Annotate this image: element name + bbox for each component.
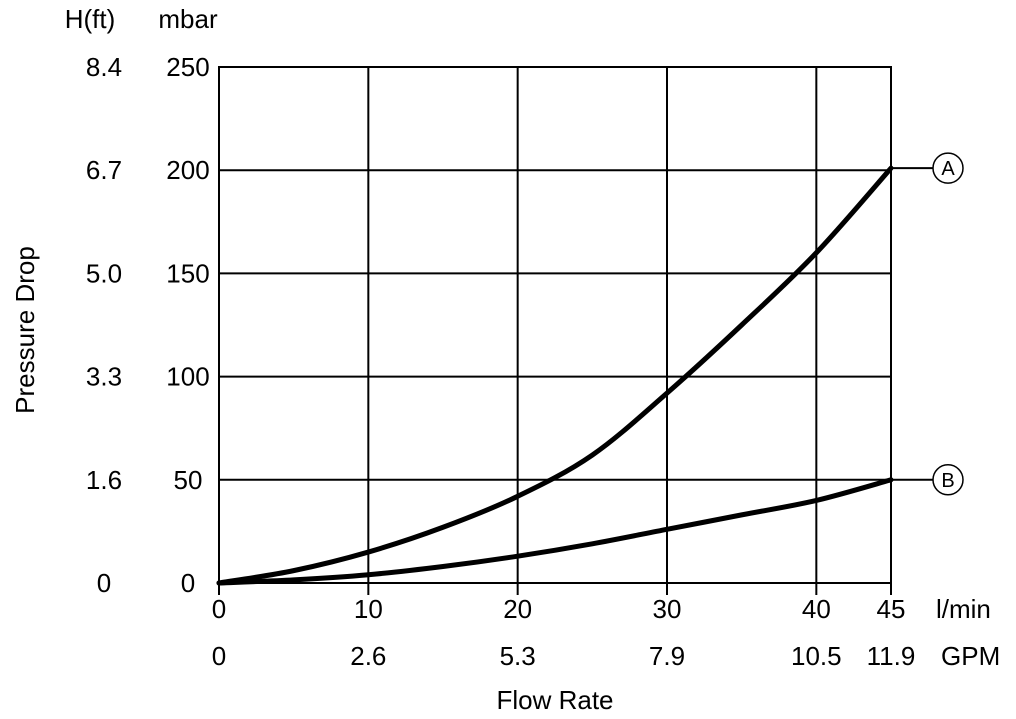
grid <box>218 66 892 595</box>
series-marker-circle-b <box>932 464 964 496</box>
y-secondary-tick-label: 0 <box>97 568 111 598</box>
y-axis-title: Pressure Drop <box>10 246 40 414</box>
series-line-b <box>216 477 894 586</box>
y-unit-secondary: H(ft) <box>65 4 116 34</box>
x-tick-label: 40 <box>802 594 831 624</box>
x-secondary-tick-label: 5.3 <box>500 641 536 671</box>
y-tick-label: 100 <box>166 362 209 392</box>
x-axis-title: Flow Rate <box>496 685 613 715</box>
x-tick-label: 20 <box>503 594 532 624</box>
x-tick-label: 45 <box>877 594 906 624</box>
y-tick-label: 50 <box>174 465 203 495</box>
x-secondary-tick-label: 11.9 <box>867 641 916 671</box>
y-tick-label: 0 <box>181 568 195 598</box>
series-lines: AB <box>216 152 964 586</box>
x-secondary-tick-label: 10.5 <box>791 641 842 671</box>
x-secondary-tick-label: 0 <box>212 641 226 671</box>
y-tick-label: 150 <box>166 258 209 288</box>
x-secondary-tick-label: 7.9 <box>649 641 685 671</box>
y-secondary-tick-label: 1.6 <box>86 465 122 495</box>
y-secondary-tick-label: 3.3 <box>86 362 122 392</box>
x-tick-label: 0 <box>212 594 226 624</box>
y-secondary-tick-label: 5.0 <box>86 258 122 288</box>
y-tick-label: 250 <box>166 52 209 82</box>
y-secondary-tick-label: 6.7 <box>86 155 122 185</box>
x-unit-secondary: GPM <box>941 641 1000 671</box>
plot-frame <box>218 66 892 584</box>
x-unit-primary: l/min <box>936 594 991 624</box>
series-label-b: B <box>941 470 954 492</box>
y-tick-label: 200 <box>166 155 209 185</box>
series-line-a <box>216 165 894 586</box>
y-unit-primary: mbar <box>158 4 218 34</box>
x-secondary-tick-label: 2.6 <box>350 641 386 671</box>
axis-labels: H(ft) mbar l/min GPM Flow Rate Pressure … <box>10 4 1000 715</box>
series-label-a: A <box>941 158 955 180</box>
series-marker-circle-a <box>932 152 964 184</box>
x-tick-label: 10 <box>354 594 383 624</box>
x-tick-label: 30 <box>653 594 682 624</box>
y-secondary-tick-label: 8.4 <box>86 52 122 82</box>
